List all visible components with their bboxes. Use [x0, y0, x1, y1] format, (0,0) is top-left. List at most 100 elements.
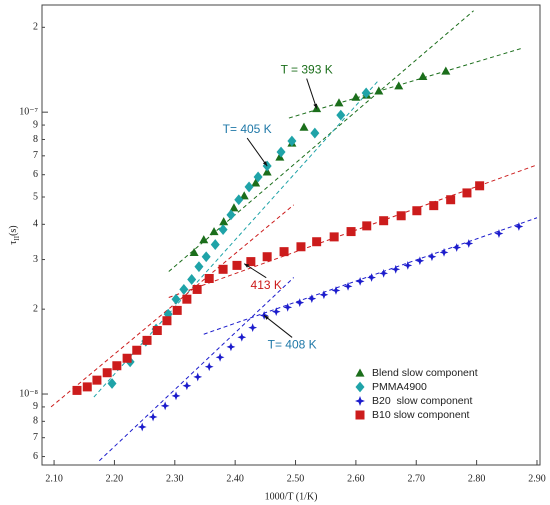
data-point — [246, 257, 256, 267]
data-point — [232, 260, 242, 270]
y-tick-label: 8 — [33, 134, 38, 145]
y-tick-label: 7 — [33, 150, 38, 161]
annotation-arrowhead — [313, 103, 318, 109]
data-point — [439, 248, 449, 257]
data-point — [412, 206, 422, 216]
data-point — [239, 191, 249, 200]
annotation-arrowhead — [262, 161, 268, 167]
data-point — [82, 382, 92, 392]
fit-line — [288, 48, 521, 119]
x-tick-label: 2.30 — [166, 473, 184, 484]
data-point — [283, 302, 293, 312]
x-tick-label: 2.40 — [226, 473, 244, 484]
legend-marker — [355, 410, 365, 420]
y-label-symbol: τ — [8, 241, 19, 245]
plot-frame — [41, 4, 541, 466]
y-tick-label: 10⁻⁸ — [19, 388, 38, 399]
fit-line — [168, 164, 538, 298]
data-point — [189, 247, 199, 257]
data-point — [148, 412, 158, 422]
data-point — [429, 201, 439, 211]
y-label-unit: (s) — [8, 225, 19, 236]
data-point — [361, 87, 371, 99]
data-point — [102, 368, 112, 378]
data-point — [287, 135, 297, 147]
data-point — [514, 222, 524, 231]
data-point — [171, 391, 181, 401]
fit-line — [203, 217, 538, 335]
data-point — [299, 122, 309, 131]
data-point — [334, 98, 344, 107]
annotation-arrowhead — [244, 263, 250, 268]
fit-line — [93, 79, 380, 398]
x-axis-label: 1000/T (1/K) — [265, 491, 318, 502]
data-point — [415, 256, 425, 266]
data-point — [379, 268, 389, 278]
data-point — [72, 385, 82, 395]
data-point — [379, 216, 389, 226]
data-point — [475, 181, 485, 191]
y-label-subscript: II — [13, 235, 21, 240]
x-tick-label: 2.60 — [347, 473, 365, 484]
data-point — [271, 307, 281, 317]
y-tick-label: 4 — [33, 219, 38, 230]
data-point — [446, 195, 456, 205]
data-point — [307, 294, 317, 304]
data-point — [160, 401, 170, 411]
y-tick-label: 5 — [33, 191, 38, 202]
annotation: T = 393 K — [281, 63, 333, 77]
data-point — [187, 274, 197, 285]
data-point — [262, 252, 272, 262]
y-tick-label: 6 — [33, 451, 38, 462]
y-tick-label: 10⁻⁷ — [19, 106, 38, 117]
y-tick-label: 9 — [33, 119, 38, 130]
data-point — [310, 127, 320, 139]
fit-line — [99, 277, 295, 462]
data-point — [394, 81, 404, 90]
annotation-arrow — [246, 137, 268, 167]
data-point — [182, 381, 192, 391]
data-point — [452, 243, 462, 252]
data-point — [427, 252, 437, 262]
legend-marker — [355, 381, 365, 393]
x-tick-label: 2.20 — [106, 473, 124, 484]
data-point — [319, 290, 329, 300]
data-point — [172, 305, 182, 315]
data-point — [137, 422, 147, 432]
data-point — [229, 203, 239, 212]
data-point — [244, 181, 254, 193]
data-point — [355, 276, 365, 286]
y-axis-label: τII(s) — [8, 225, 20, 244]
data-point — [362, 221, 372, 231]
data-point — [391, 264, 401, 274]
data-point — [441, 66, 451, 75]
y-tick-label: 2 — [33, 303, 38, 314]
data-point — [92, 375, 102, 385]
data-point — [179, 284, 189, 295]
data-point — [193, 372, 203, 382]
data-point — [215, 352, 225, 362]
legend-marker — [355, 396, 365, 406]
data-point — [462, 188, 472, 198]
data-point — [201, 251, 211, 263]
legend-label: B10 slow component — [372, 409, 470, 421]
annotation-arrow — [306, 78, 318, 109]
data-point — [343, 281, 353, 291]
data-point — [374, 86, 384, 95]
data-point — [199, 235, 209, 244]
annotation: T= 408 K — [268, 338, 317, 352]
data-point — [248, 323, 258, 333]
data-point — [209, 227, 219, 236]
data-point — [204, 362, 214, 372]
data-point — [210, 239, 220, 250]
x-tick-label: 2.90 — [528, 473, 546, 484]
data-point — [396, 211, 406, 221]
data-point — [226, 209, 236, 221]
data-point — [336, 109, 346, 121]
y-tick-label: 8 — [33, 416, 38, 427]
data-point — [142, 335, 152, 345]
annotation-arrowhead — [264, 315, 269, 320]
data-point — [112, 361, 122, 371]
data-point — [132, 345, 142, 355]
